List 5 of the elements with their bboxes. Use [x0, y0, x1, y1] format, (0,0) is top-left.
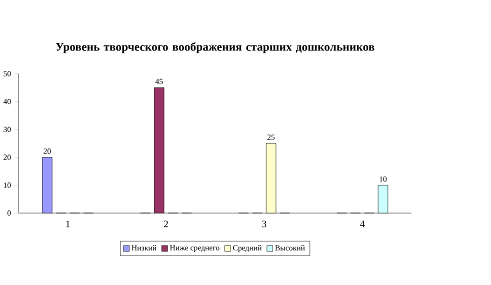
x-tick-label: 3 [262, 220, 266, 228]
x-tick-label: 1 [66, 220, 70, 228]
x-tick-label: 4 [360, 220, 365, 228]
chart-title: Уровень творческого воображения старших дошкольников [56, 42, 374, 54]
x-tick-label: 2 [164, 220, 168, 228]
